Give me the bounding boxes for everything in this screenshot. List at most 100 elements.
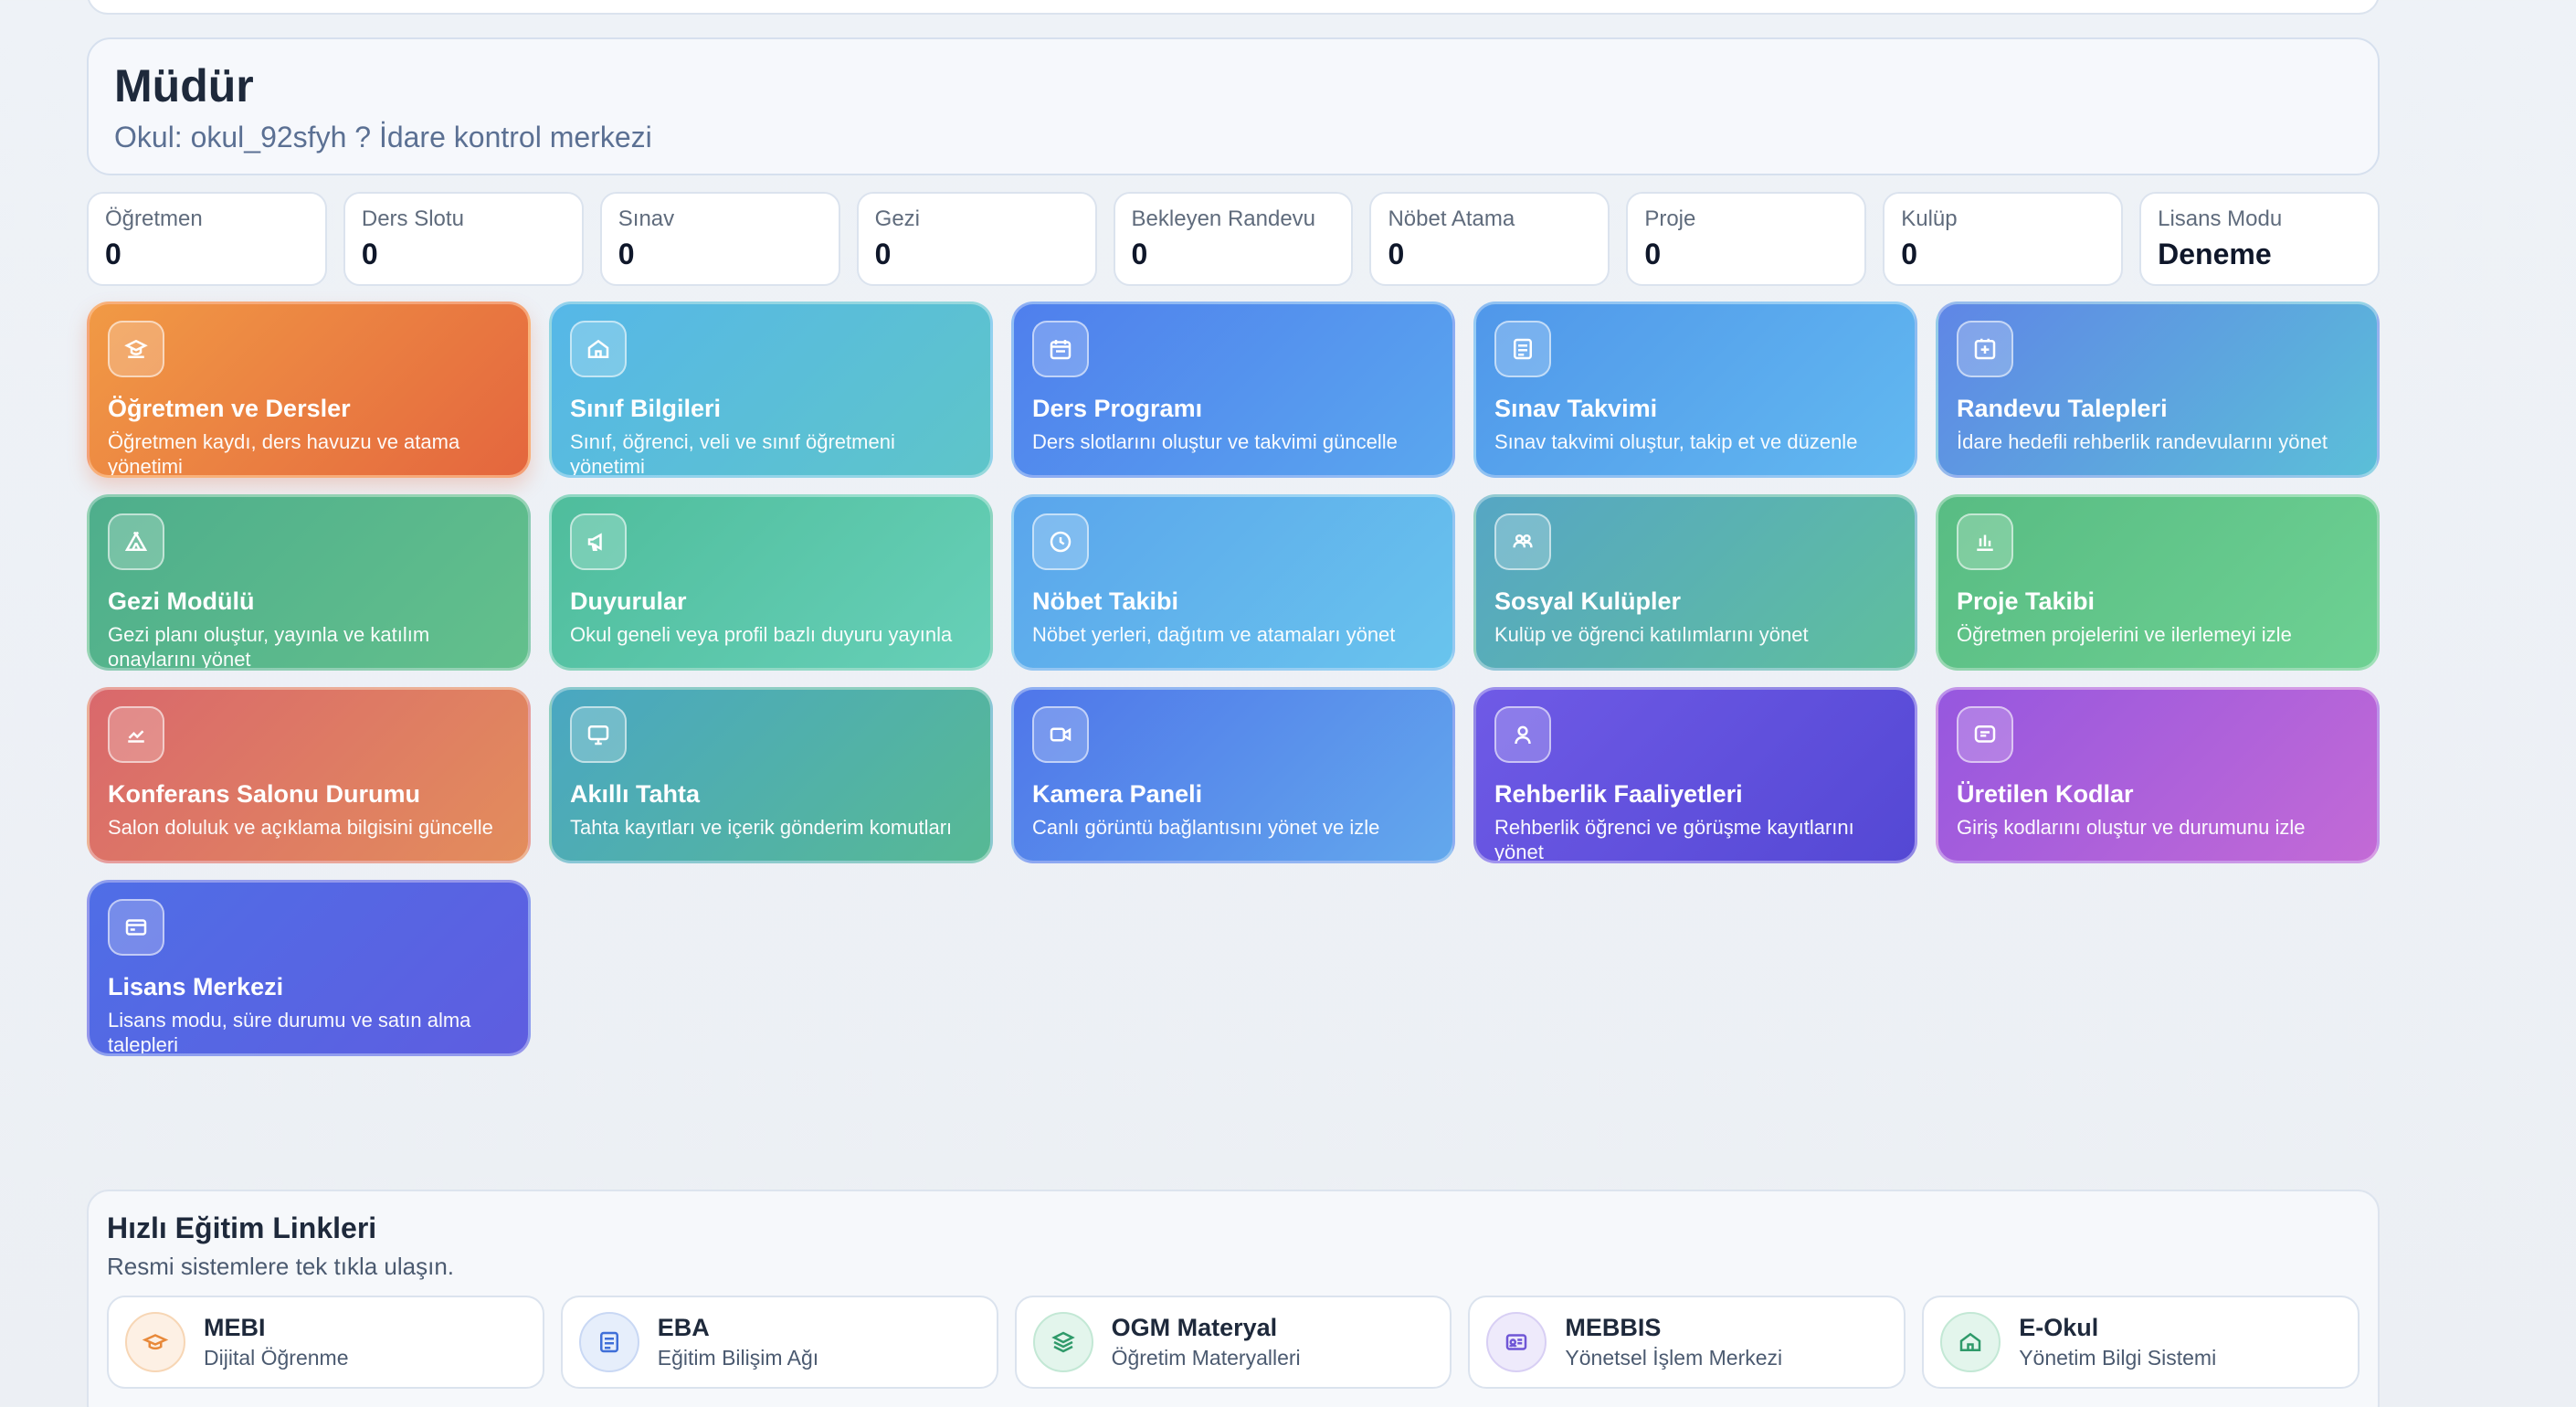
bar-chart-icon [1957, 513, 2013, 570]
quick-links-panel: Hızlı Eğitim Linkleri Resmi sistemlere t… [87, 1190, 2380, 1407]
module-desc: Okul geneli veya profil bazlı duyuru yay… [570, 622, 953, 646]
module-desc: Öğretmen projelerini ve ilerlemeyi izle [1957, 622, 2292, 646]
stat-value: Deneme [2158, 238, 2272, 270]
module-desc: Öğretmen kaydı, ders havuzu ve atama yön… [108, 429, 460, 478]
module-desc: İdare hedefli rehberlik randevularını yö… [1957, 429, 2328, 453]
plus-square-icon [1957, 321, 2013, 377]
module-desc: Giriş kodlarını oluştur ve durumunu izle [1957, 815, 2306, 839]
monitor-icon [570, 706, 627, 763]
quick-links-list: MEBI Dijital Öğrenme EBA Eğitim Bilişim Ağ… [107, 1296, 2360, 1389]
module-tile-proje-takibi[interactable]: Proje Takibi Öğretmen projelerini ve ile… [1936, 494, 2380, 671]
module-title: Sosyal Kulüpler [1494, 587, 1682, 615]
chart-line-icon [108, 706, 164, 763]
module-tile-ogretmen-ve-dersler[interactable]: Öğretmen ve Dersler Öğretmen kaydı, ders… [87, 302, 531, 478]
stat-card-kulup: Kulüp 0 [1883, 192, 2124, 286]
module-title: Öğretmen ve Dersler [108, 395, 351, 422]
module-tile-sinav-takvimi[interactable]: Sınav Takvimi Sınav takvimi oluştur, tak… [1473, 302, 1917, 478]
module-tile-rehberlik-faaliyetleri[interactable]: Rehberlik Faaliyetleri Rehberlik öğrenci… [1473, 687, 1917, 863]
stat-card-ogretmen: Öğretmen 0 [87, 192, 327, 286]
module-title: Ders Programı [1032, 395, 1203, 422]
stat-label: Bekleyen Randevu [1131, 206, 1316, 231]
home-icon [1940, 1312, 2001, 1372]
module-desc: Sınıf, öğrenci, veli ve sınıf öğretmeni … [570, 429, 895, 478]
module-title: Lisans Merkezi [108, 973, 284, 1000]
quick-links-subtitle: Resmi sistemlere tek tıkla ulaşın. [107, 1253, 455, 1280]
module-desc: Canlı görüntü bağlantısını yönet ve izle [1032, 815, 1380, 839]
page-subtitle: Okul: okul_92sfyh ? İdare kontrol merkez… [114, 121, 652, 153]
module-title: Akıllı Tahta [570, 780, 701, 808]
quick-link-name: MEBI [204, 1314, 266, 1341]
stat-label: Sınav [618, 206, 675, 231]
module-title: Sınav Takvimi [1494, 395, 1658, 422]
stat-value: 0 [1388, 238, 1405, 270]
top-panel-edge [87, 0, 2380, 15]
stat-label: Gezi [874, 206, 921, 231]
layers-icon [1032, 1312, 1093, 1372]
stat-label: Öğretmen [105, 206, 203, 231]
quick-link-name: MEBBIS [1565, 1314, 1662, 1341]
stat-label: Kulüp [1901, 206, 1958, 231]
quick-link-ogm-materyal[interactable]: OGM Materyal Öğretim Materyalleri [1014, 1296, 1452, 1389]
module-title: Proje Takibi [1957, 587, 2096, 615]
quick-link-mebi[interactable]: MEBI Dijital Öğrenme [107, 1296, 544, 1389]
stat-value: 0 [1901, 238, 1918, 270]
home-icon [570, 321, 627, 377]
module-tile-sinif-bilgileri[interactable]: Sınıf Bilgileri Sınıf, öğrenci, veli ve … [549, 302, 993, 478]
quick-link-name: OGM Materyal [1111, 1314, 1278, 1341]
module-title: Üretilen Kodlar [1957, 780, 2134, 808]
module-grid: Öğretmen ve Dersler Öğretmen kaydı, ders… [87, 302, 2380, 1056]
quick-link-desc: Yönetim Bilgi Sistemi [2019, 1346, 2217, 1370]
module-desc: Sınav takvimi oluştur, takip et ve düzen… [1494, 429, 1858, 453]
stats-row: Öğretmen 0 Ders Slotu 0 Sınav 0 Gezi 0 Bekle… [87, 192, 2380, 286]
module-tile-duyurular[interactable]: Duyurular Okul geneli veya profil bazlı … [549, 494, 993, 671]
module-title: Duyurular [570, 587, 687, 615]
module-tile-uretilen-kodlar[interactable]: Üretilen Kodlar Giriş kodlarını oluştur … [1936, 687, 2380, 863]
module-title: Nöbet Takibi [1032, 587, 1179, 615]
stat-card-sinav: Sınav 0 [599, 192, 840, 286]
module-desc: Gezi planı oluştur, yayınla ve katılım o… [108, 622, 430, 671]
stat-value: 0 [618, 238, 635, 270]
module-tile-sosyal-kulupler[interactable]: Sosyal Kulüpler Kulüp ve öğrenci katılım… [1473, 494, 1917, 671]
module-desc: Nöbet yerleri, dağıtım ve atamaları yöne… [1032, 622, 1396, 646]
stat-label: Ders Slotu [361, 206, 464, 231]
quick-links-title: Hızlı Eğitim Linkleri [107, 1211, 377, 1244]
stat-value: 0 [361, 238, 378, 270]
stat-card-nobet-atama: Nöbet Atama 0 [1369, 192, 1610, 286]
module-tile-kamera-paneli[interactable]: Kamera Paneli Canlı görüntü bağlantısını… [1011, 687, 1455, 863]
module-tile-lisans-merkezi[interactable]: Lisans Merkezi Lisans modu, süre durumu … [87, 880, 531, 1056]
quick-link-mebbis[interactable]: MEBBIS Yönetsel İşlem Merkezi [1468, 1296, 1906, 1389]
clock-icon [1032, 513, 1089, 570]
document-icon [578, 1312, 639, 1372]
stat-value: 0 [874, 238, 892, 270]
page-title: Müdür [114, 60, 254, 111]
module-desc: Rehberlik öğrenci ve görüşme kayıtlarını… [1494, 815, 1854, 863]
users-icon [1494, 513, 1551, 570]
module-title: Sınıf Bilgileri [570, 395, 722, 422]
megaphone-icon [570, 513, 627, 570]
stat-card-gezi: Gezi 0 [856, 192, 1097, 286]
module-tile-gezi-modulu[interactable]: Gezi Modülü Gezi planı oluştur, yayınla … [87, 494, 531, 671]
quick-link-e-okul[interactable]: E-Okul Yönetim Bilgi Sistemi [1922, 1296, 2360, 1389]
credit-card-icon [108, 899, 164, 956]
stat-card-proje: Proje 0 [1626, 192, 1867, 286]
module-tile-ders-programi[interactable]: Ders Programı Ders slotlarını oluştur ve… [1011, 302, 1455, 478]
teacher-icon [108, 321, 164, 377]
quick-link-eba[interactable]: EBA Eğitim Bilişim Ağı [560, 1296, 998, 1389]
graduation-cap-icon [125, 1312, 185, 1372]
quick-link-desc: Yönetsel İşlem Merkezi [1565, 1346, 1783, 1370]
id-card-icon [1486, 1312, 1547, 1372]
quick-link-name: EBA [657, 1314, 710, 1341]
module-tile-konferans-salonu[interactable]: Konferans Salonu Durumu Salon doluluk ve… [87, 687, 531, 863]
stat-card-ders-slotu: Ders Slotu 0 [343, 192, 584, 286]
module-tile-akilli-tahta[interactable]: Akıllı Tahta Tahta kayıtları ve içerik g… [549, 687, 993, 863]
module-tile-randevu-talepleri[interactable]: Randevu Talepleri İdare hedefli rehberli… [1936, 302, 2380, 478]
stat-card-bekleyen-randevu: Bekleyen Randevu 0 [1113, 192, 1354, 286]
quick-link-name: E-Okul [2019, 1314, 2099, 1341]
module-tile-nobet-takibi[interactable]: Nöbet Takibi Nöbet yerleri, dağıtım ve a… [1011, 494, 1455, 671]
module-desc: Kulüp ve öğrenci katılımlarını yönet [1494, 622, 1809, 646]
module-desc: Salon doluluk ve açıklama bilgisini günc… [108, 815, 493, 839]
stat-value: 0 [1644, 238, 1662, 270]
stat-value: 0 [1131, 238, 1148, 270]
module-desc: Ders slotlarını oluştur ve takvimi günce… [1032, 429, 1398, 453]
tent-icon [108, 513, 164, 570]
